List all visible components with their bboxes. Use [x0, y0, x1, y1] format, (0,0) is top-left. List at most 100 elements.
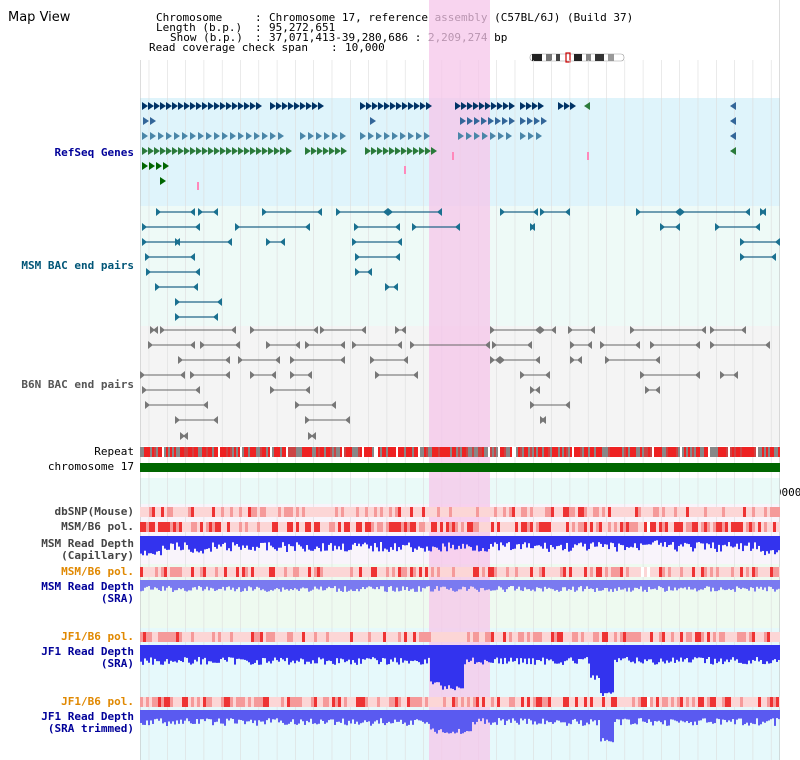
jf1-sra-depth-bar	[578, 645, 580, 660]
track-label-msm-bac[interactable]: MSM BAC end pairs	[21, 259, 134, 272]
msm-pol-cell	[644, 522, 647, 532]
track-label-jf1-b6-pol[interactable]: JF1/B6 pol.	[61, 630, 134, 643]
repeat-segment	[674, 447, 676, 457]
repeat-segment	[488, 447, 490, 457]
bac-end-icon	[740, 253, 745, 261]
msm-pol2-cell	[314, 567, 317, 577]
jf1-sra-depth-bar	[238, 645, 240, 659]
msm-sra-depth-bar	[748, 580, 750, 591]
msm-sra-depth-bar	[330, 580, 332, 589]
msm-cap-depth-bar	[668, 536, 670, 546]
dbsnp-cell	[494, 507, 497, 517]
bac-end-icon	[395, 223, 400, 231]
jf1-sra-depth-bar	[558, 645, 560, 664]
repeat-segment	[512, 447, 514, 457]
msm-pol2-cell	[215, 567, 218, 577]
jf1-pol2-cell	[356, 697, 359, 707]
jf1-pol-cell	[554, 632, 557, 642]
msm-cap-depth-bar	[692, 536, 694, 552]
msm-cap-depth-bar	[444, 536, 446, 547]
msm-cap-depth-bar	[772, 536, 774, 551]
track-label-b6n-bac[interactable]: B6N BAC end pairs	[21, 378, 134, 391]
jf1-pol2-cell	[173, 697, 176, 707]
track-label-jf1-b6-pol2[interactable]: JF1/B6 pol.	[61, 695, 134, 708]
msm-pol-cell	[749, 522, 752, 532]
msm-cap-depth-bar	[388, 536, 390, 552]
jf1-trim-depth-bar	[516, 710, 518, 723]
msm-pol-cell	[464, 522, 467, 532]
jf1-sra-depth-bar	[588, 645, 590, 664]
msm-pol-cell	[737, 522, 740, 532]
jf1-sra-depth-bar	[334, 645, 336, 665]
jf1-trim-depth-bar	[772, 710, 774, 719]
track-label-dbsnp[interactable]: dbSNP(Mouse)	[54, 505, 134, 518]
genome-browser-plot[interactable]	[140, 0, 780, 760]
jf1-sra-depth-bar	[320, 645, 322, 660]
jf1-pol2-cell	[581, 697, 584, 707]
msm-sra-depth-bar	[260, 580, 262, 591]
jf1-trim-depth-bar	[576, 710, 578, 722]
dbsnp-cell	[473, 507, 476, 517]
jf1-pol2-cell	[407, 697, 410, 707]
msm-pol-cell	[452, 522, 455, 532]
bac-end-icon	[695, 341, 700, 349]
msm-sra-depth-bar	[358, 580, 360, 592]
jf1-sra-depth-bar	[182, 645, 184, 663]
jf1-pol2-cell	[647, 697, 650, 707]
repeat-segment	[182, 447, 184, 457]
jf1-sra-depth-bar	[504, 645, 506, 658]
jf1-pol2-cell	[767, 697, 770, 707]
track-label-msm-depth-cap[interactable]: MSM Read Depth	[41, 537, 134, 550]
jf1-sra-depth-bar	[634, 645, 636, 664]
msm-sra-depth-bar	[318, 580, 320, 590]
dbsnp-cell	[464, 507, 467, 517]
msm-cap-depth-bar	[234, 536, 236, 546]
jf1-trim-depth-bar	[752, 710, 754, 724]
repeat-segment	[652, 447, 654, 457]
msm-sra-depth-bar	[258, 580, 260, 588]
chromosome-ideogram[interactable]	[528, 52, 628, 64]
jf1-pol2-cell	[401, 697, 404, 707]
jf1-pol-cell	[656, 632, 659, 642]
repeat-segment	[732, 447, 734, 457]
msm-sra-depth-bar	[654, 580, 656, 589]
msm-pol-cell	[605, 522, 608, 532]
jf1-trim-depth-bar	[484, 710, 486, 724]
msm-pol-cell	[182, 522, 185, 532]
jf1-sra-depth-bar	[280, 645, 282, 658]
jf1-pol2-cell	[707, 697, 710, 707]
gene-exon-icon	[318, 102, 324, 110]
jf1-sra-depth-bar	[260, 645, 262, 665]
repeat-segment	[190, 447, 192, 457]
gene-exon-icon	[142, 162, 148, 170]
track-label-refseq[interactable]: RefSeq Genes	[54, 146, 134, 159]
msm-sra-depth-bar	[664, 580, 666, 592]
msm-pol-cell	[422, 522, 425, 532]
track-label-msm-depth-sra[interactable]: MSM Read Depth	[41, 580, 134, 593]
gene-exon-icon	[148, 147, 154, 155]
msm-cap-depth-bar	[286, 536, 288, 552]
bac-end-icon	[145, 253, 150, 261]
jf1-trim-depth-bar	[768, 710, 770, 721]
repeat-segment	[442, 447, 444, 457]
track-label-msm-b6-pol2[interactable]: MSM/B6 pol.	[61, 565, 134, 578]
msm-pol2-cell	[551, 567, 554, 577]
msm-sra-depth-bar	[236, 580, 238, 590]
msm-pol-cell	[608, 522, 611, 532]
repeat-segment	[688, 447, 690, 457]
msm-sra-depth-bar	[142, 580, 144, 591]
track-label-jf1-depth-trim[interactable]: JF1 Read Depth	[41, 710, 134, 723]
jf1-sra-depth-bar	[640, 645, 642, 663]
dbsnp-cell	[140, 507, 143, 517]
msm-sra-depth-bar	[436, 580, 438, 587]
repeat-segment	[504, 447, 506, 457]
track-label-jf1-depth-sra[interactable]: JF1 Read Depth	[41, 645, 134, 658]
jf1-pol2-cell	[365, 697, 368, 707]
msm-pol-cell	[524, 522, 527, 532]
msm-cap-depth-bar	[548, 536, 550, 552]
jf1-sra-depth-bar	[778, 645, 780, 660]
jf1-sra-depth-bar	[652, 645, 654, 663]
gene-exon-icon	[286, 147, 292, 155]
track-label-msm-b6-pol[interactable]: MSM/B6 pol.	[61, 520, 134, 533]
msm-sra-depth-bar	[714, 580, 716, 592]
